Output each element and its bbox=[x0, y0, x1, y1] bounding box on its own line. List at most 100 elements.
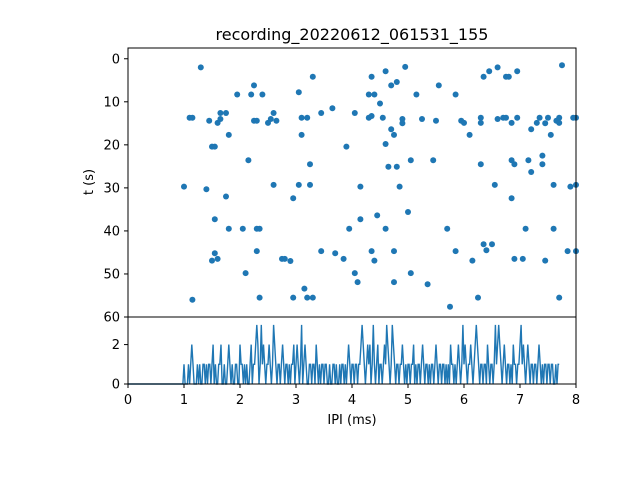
scatter-point bbox=[407, 157, 414, 164]
scatter-point bbox=[245, 157, 252, 164]
y-tick-label: 2 bbox=[112, 338, 120, 353]
scatter-point bbox=[391, 248, 397, 255]
scatter-point bbox=[556, 119, 563, 126]
scatter-point bbox=[452, 248, 459, 255]
y-tick-label: 50 bbox=[103, 267, 120, 282]
scatter-point bbox=[528, 126, 535, 133]
scatter-point bbox=[253, 117, 260, 124]
scatter-point bbox=[307, 161, 313, 168]
scatter-point bbox=[307, 181, 313, 188]
scatter-point bbox=[309, 294, 316, 301]
scatter-point bbox=[346, 225, 353, 232]
scatter-point bbox=[234, 91, 241, 98]
x-tick-label: 8 bbox=[572, 393, 580, 408]
scatter-point bbox=[475, 294, 481, 301]
scatter-point bbox=[318, 248, 325, 255]
scatter-point bbox=[491, 181, 498, 188]
scatter-point bbox=[430, 157, 437, 164]
scatter-point bbox=[556, 114, 563, 121]
scatter-point bbox=[351, 110, 358, 116]
x-tick-label: 3 bbox=[292, 393, 300, 408]
scatter-point bbox=[290, 195, 297, 202]
scatter-point bbox=[508, 119, 515, 126]
scatter-point bbox=[547, 131, 554, 138]
scatter-point bbox=[447, 303, 453, 310]
scatter-point bbox=[267, 116, 274, 122]
scatter-point bbox=[489, 241, 495, 248]
scatter-point bbox=[461, 119, 467, 126]
scatter-point bbox=[508, 195, 515, 202]
scatter-point bbox=[494, 116, 501, 122]
scatter-y-ticks: 0 10 20 30 40 50 60 bbox=[103, 52, 128, 326]
scatter-point bbox=[239, 225, 246, 232]
scatter-point bbox=[466, 131, 473, 138]
scatter-point bbox=[209, 257, 215, 264]
scatter-point bbox=[480, 73, 487, 80]
scatter-point bbox=[511, 161, 518, 168]
scatter-point bbox=[550, 181, 557, 188]
scatter-point bbox=[211, 143, 218, 150]
x-tick-label: 1 bbox=[180, 393, 188, 408]
scatter-point bbox=[469, 257, 476, 264]
scatter-point bbox=[477, 161, 484, 168]
scatter-point bbox=[253, 248, 260, 255]
scatter-y-axis-label: t (s) bbox=[82, 169, 97, 195]
scatter-point bbox=[270, 181, 277, 188]
scatter-point bbox=[550, 225, 557, 232]
scatter-point bbox=[298, 114, 305, 121]
scatter-point bbox=[542, 257, 549, 264]
x-tick-label: 4 bbox=[348, 393, 356, 408]
scatter-point bbox=[309, 73, 316, 80]
scatter-point bbox=[248, 91, 255, 98]
scatter-point bbox=[354, 279, 361, 286]
scatter-point bbox=[522, 225, 529, 232]
scatter-point bbox=[256, 294, 263, 301]
x-tick-label: 0 bbox=[124, 393, 132, 408]
scatter-point bbox=[368, 73, 375, 80]
scatter-point bbox=[318, 110, 325, 116]
scatter-point bbox=[211, 216, 218, 223]
y-tick-label: 0 bbox=[112, 378, 120, 393]
scatter-point bbox=[452, 91, 459, 98]
scatter-point bbox=[539, 152, 546, 159]
scatter-point bbox=[399, 120, 406, 127]
scatter-point bbox=[393, 163, 400, 170]
scatter-point bbox=[270, 110, 277, 116]
scatter-point bbox=[206, 117, 213, 124]
scatter-point bbox=[435, 82, 442, 89]
scatter-point bbox=[405, 209, 411, 215]
scatter-point bbox=[483, 247, 490, 254]
scatter-point bbox=[444, 225, 451, 232]
x-tick-label: 6 bbox=[460, 393, 468, 408]
scatter-point bbox=[539, 161, 546, 168]
scatter-point bbox=[536, 114, 543, 121]
chart-title: recording_20220612_061531_155 bbox=[216, 25, 489, 45]
scatter-point bbox=[329, 105, 336, 112]
scatter-point bbox=[511, 255, 518, 262]
y-tick-label: 60 bbox=[103, 311, 120, 326]
scatter-point bbox=[514, 68, 521, 75]
scatter-panel: 0 10 20 30 40 50 60 t (s) bbox=[82, 47, 579, 326]
histogram-axes-frame bbox=[127, 316, 577, 385]
scatter-point bbox=[368, 248, 375, 255]
scatter-point bbox=[379, 114, 386, 121]
scatter-point bbox=[351, 270, 358, 277]
scatter-point bbox=[256, 225, 263, 232]
scatter-point bbox=[477, 114, 484, 121]
scatter-point bbox=[564, 248, 571, 255]
scatter-point bbox=[391, 131, 397, 138]
scatter-point bbox=[211, 250, 218, 257]
scatter-point bbox=[494, 64, 501, 71]
scatter-point bbox=[542, 120, 549, 127]
scatter-point bbox=[259, 91, 266, 98]
y-tick-label: 0 bbox=[112, 52, 120, 67]
y-tick-label: 40 bbox=[103, 224, 120, 239]
scatter-point bbox=[559, 62, 565, 69]
scatter-point bbox=[203, 186, 210, 193]
scatter-point bbox=[368, 113, 375, 119]
scatter-point bbox=[528, 169, 535, 175]
scatter-point bbox=[424, 281, 431, 288]
scatter-point bbox=[533, 119, 540, 126]
scatter-point bbox=[214, 255, 221, 262]
